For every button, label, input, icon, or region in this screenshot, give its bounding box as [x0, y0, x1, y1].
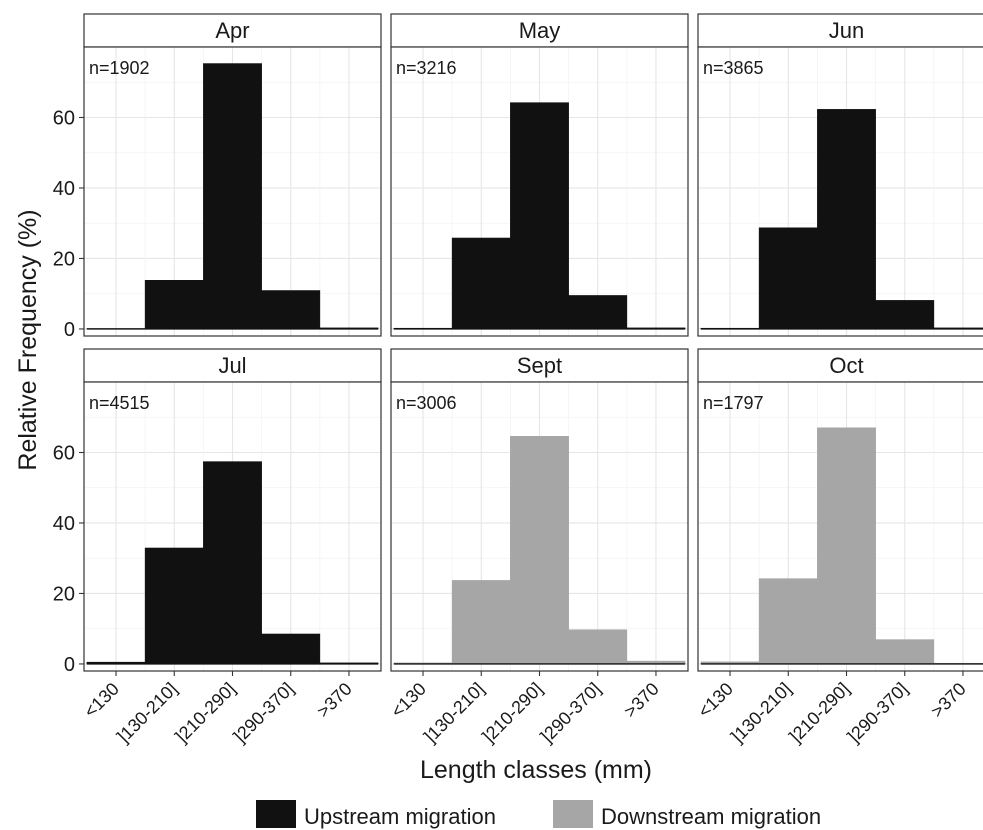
legend-swatch [553, 800, 593, 828]
bar-4 [261, 633, 321, 665]
x-tick-label: <130 [80, 679, 123, 722]
sample-size-label: n=4515 [89, 393, 150, 413]
facet-title: Jun [829, 18, 864, 43]
legend-label: Upstream migration [304, 804, 496, 829]
facet-title: May [519, 18, 561, 43]
y-tick-label: 60 [53, 442, 75, 464]
facet-strip [390, 13, 689, 48]
x-tick-label: ]210-290] [478, 679, 546, 747]
x-tick-label: ]210-290] [171, 679, 239, 747]
sample-size-label: n=3865 [703, 58, 764, 78]
sample-size-label: n=3216 [396, 58, 457, 78]
facet-title: Apr [215, 18, 249, 43]
facet-panels: Apr n=1902 0 20 40 60 May n=3216 Jun n=3865 Jul n=4… [53, 13, 983, 747]
legend: Upstream migration Downstream migration [256, 800, 821, 829]
bar-3 [510, 435, 569, 665]
facet-strip [83, 13, 382, 48]
sample-size-label: n=3006 [396, 393, 457, 413]
sample-size-label: n=1797 [703, 393, 764, 413]
y-tick-label: 20 [53, 248, 75, 270]
x-tick-label: >370 [927, 679, 970, 722]
x-tick-label: ]290-370] [230, 679, 298, 747]
bar-4 [261, 290, 321, 330]
x-tick-label: ]130-210] [113, 679, 181, 747]
y-tick-label: 0 [64, 654, 75, 676]
facet-title: Oct [829, 353, 863, 378]
bar-2 [758, 578, 818, 665]
x-tick-label: ]130-210] [420, 679, 488, 747]
bar-2 [144, 280, 204, 330]
facet-panel-oct: Oct n=1797 <130]130-210]]210-290]]290-370]… [694, 348, 983, 747]
x-tick-label: >370 [313, 679, 356, 722]
bar-3 [817, 109, 876, 330]
y-tick-label: 0 [64, 319, 75, 341]
facet-panel-apr: Apr n=1902 0 20 40 60 [53, 13, 382, 341]
facet-panel-sept: Sept n=3006 <130]130-210]]210-290]]290-370… [387, 348, 689, 747]
y-tick-label: 40 [53, 513, 75, 535]
bar-3 [203, 461, 262, 665]
x-tick-label: ]210-290] [785, 679, 853, 747]
facet-panel-may: May n=3216 [390, 13, 689, 337]
x-tick-label: ]290-370] [537, 679, 605, 747]
x-tick-label: <130 [694, 679, 737, 722]
y-tick-label: 20 [53, 583, 75, 605]
facet-title: Sept [517, 353, 562, 378]
legend-item: Downstream migration [553, 800, 821, 829]
bar-3 [510, 102, 569, 330]
panel-border [390, 46, 689, 337]
x-tick-label: ]130-210] [727, 679, 795, 747]
legend-label: Downstream migration [601, 804, 821, 829]
legend-item: Upstream migration [256, 800, 496, 829]
facet-strip [83, 348, 382, 383]
bar-2 [144, 547, 204, 665]
x-tick-label: ]290-370] [844, 679, 912, 747]
bar-3 [817, 427, 876, 665]
x-tick-label: <130 [387, 679, 430, 722]
facet-panel-jul: Jul n=4515 0 20 40 60 <130]130-210]]210-290]]2… [53, 348, 382, 747]
y-tick-label: 40 [53, 178, 75, 200]
facet-strip [697, 13, 983, 48]
facet-panel-jun: Jun n=3865 [697, 13, 983, 337]
panel-border [83, 46, 382, 337]
bar-4 [568, 295, 628, 330]
y-tick-label: 60 [53, 107, 75, 129]
sample-size-label: n=1902 [89, 58, 150, 78]
bar-2 [451, 580, 511, 665]
bar-4 [875, 300, 935, 330]
bar-3 [203, 63, 262, 330]
x-axis-label: Length classes (mm) [420, 756, 652, 784]
bar-4 [568, 629, 628, 665]
x-tick-label: >370 [620, 679, 663, 722]
panel-border [697, 46, 983, 337]
facet-strip [390, 348, 689, 383]
y-axis-label: Relative Frequency (%) [14, 209, 42, 470]
bar-2 [451, 237, 511, 330]
facet-title: Jul [218, 353, 246, 378]
legend-swatch [256, 800, 296, 828]
bar-2 [758, 227, 818, 330]
bar-4 [875, 639, 935, 665]
